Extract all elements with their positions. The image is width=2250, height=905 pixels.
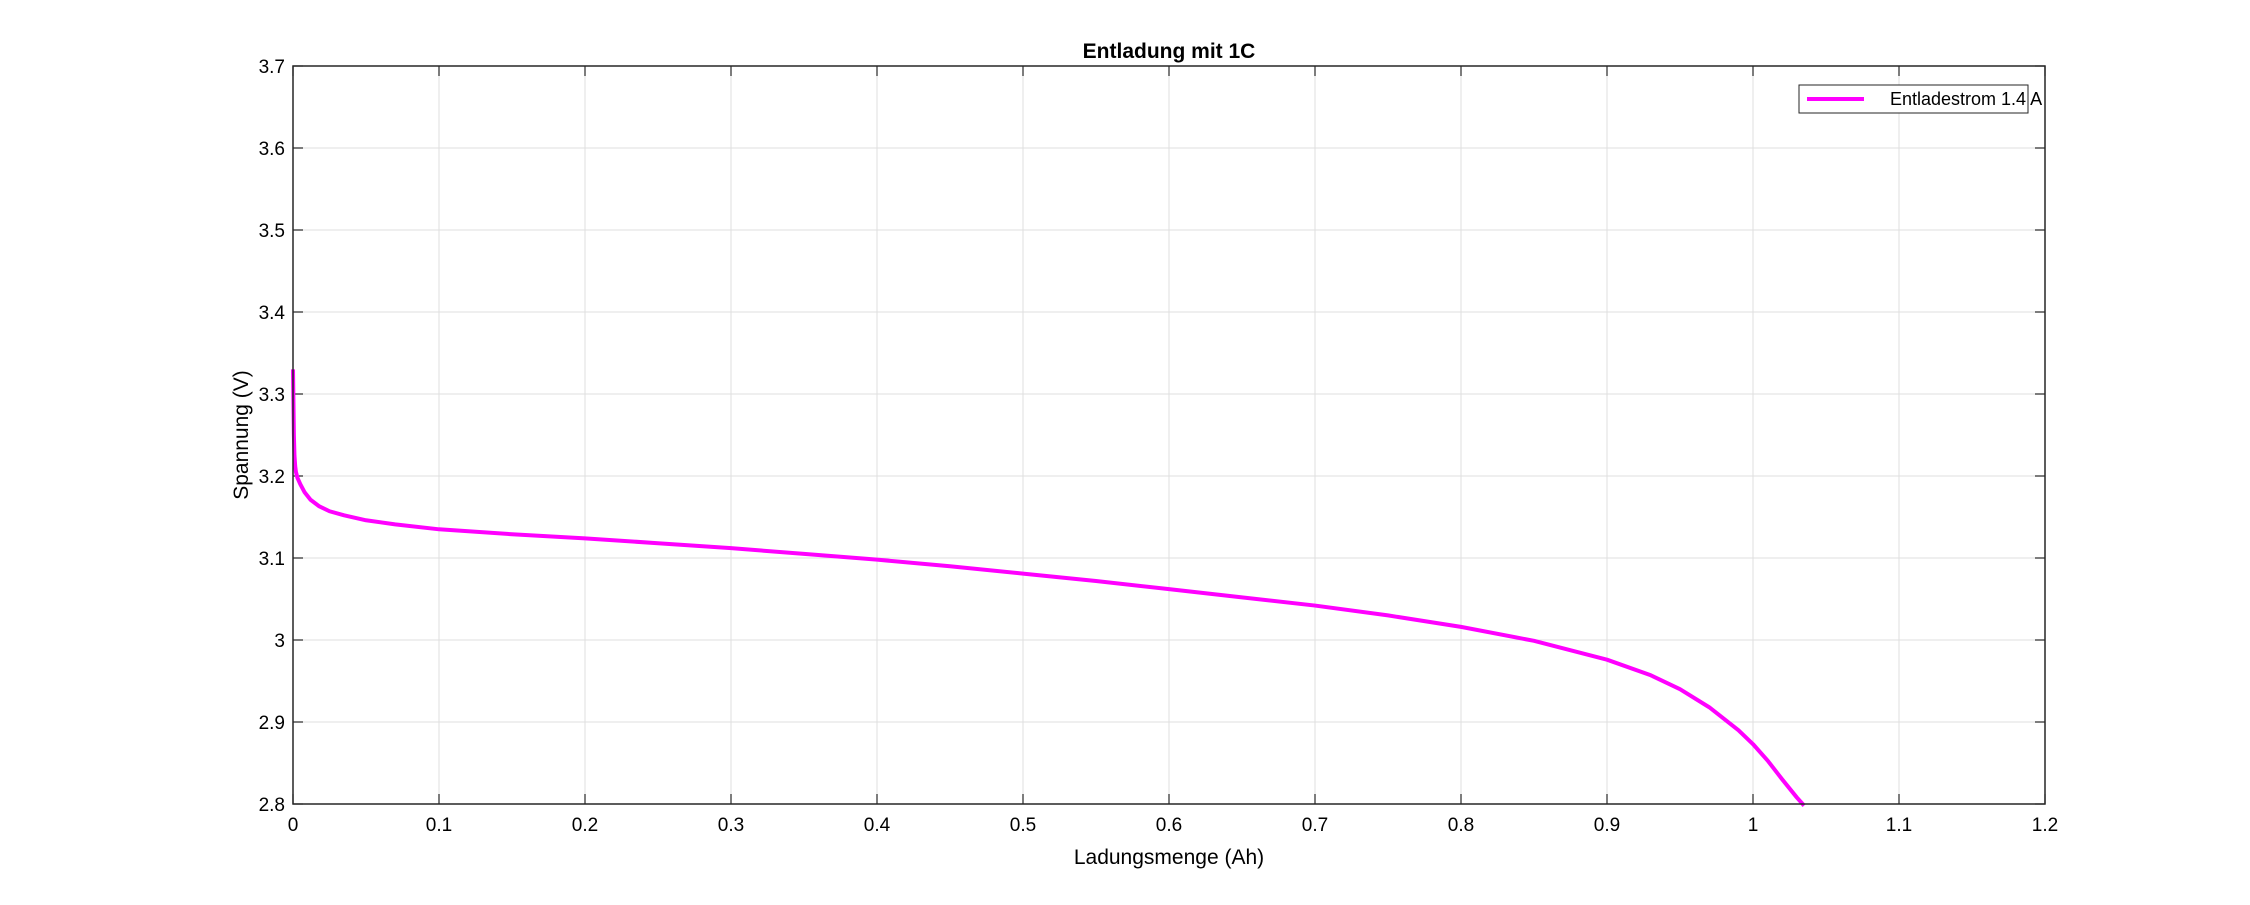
grid-layer — [292, 65, 2046, 805]
y-tick-label: 2.9 — [259, 713, 285, 734]
legend[interactable]: Entladestrom 1.4 A — [1798, 84, 2042, 114]
y-tick-label: 3 — [274, 631, 285, 652]
x-tick-label: 0.4 — [864, 815, 891, 836]
series-line — [291, 369, 1806, 807]
y-tick-label: 3.4 — [259, 303, 286, 324]
plot-frame — [292, 65, 2046, 805]
y-tick-label: 3.3 — [259, 385, 285, 406]
x-tick-label: 0.1 — [426, 815, 452, 836]
x-tick-label: 0.5 — [1010, 815, 1036, 836]
series-layer — [291, 369, 1806, 807]
y-tick-label: 3.1 — [259, 549, 285, 570]
x-tick-label: 0.6 — [1156, 815, 1182, 836]
x-tick-label: 1 — [1748, 815, 1759, 836]
x-tick-label: 0.8 — [1448, 815, 1474, 836]
x-tick-label: 1.1 — [1886, 815, 1912, 836]
y-tick-label: 3.6 — [259, 139, 285, 160]
y-tick-label: 3.2 — [259, 467, 285, 488]
legend-entry: Entladestrom 1.4 A — [1890, 89, 2042, 109]
x-tick-label: 0.2 — [572, 815, 598, 836]
x-axis-label: Ladungsmenge (Ah) — [1074, 846, 1264, 869]
x-tick-label: 1.2 — [2032, 815, 2058, 836]
x-tick-label: 0 — [288, 815, 299, 836]
x-tick-label: 0.7 — [1302, 815, 1328, 836]
y-tick-label: 2.8 — [259, 795, 285, 816]
labels-layer: 0 0.1 0.2 0.3 0.4 0.5 0.6 0.7 0.8 0.9 1 1.1 1.2 2.8 2.… — [259, 57, 2059, 836]
y-tick-label: 3.5 — [259, 221, 285, 242]
chart-title: Entladung mit 1C — [1083, 40, 1256, 63]
x-tick-label: 0.3 — [718, 815, 744, 836]
x-tick-label: 0.9 — [1594, 815, 1620, 836]
y-axis-label: Spannung (V) — [230, 370, 253, 500]
y-tick-label: 3.7 — [259, 57, 285, 78]
